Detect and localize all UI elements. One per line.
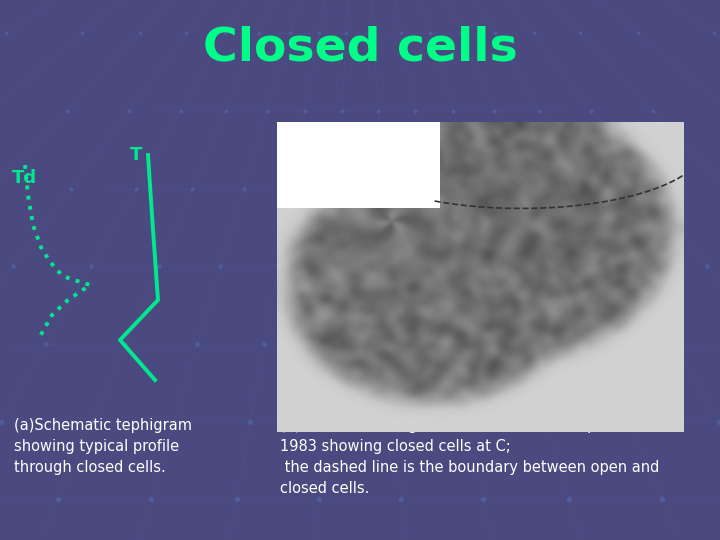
Text: (b) NOAA VIS image for 1625 UTC on 15 April
1983 showing closed cells at C;
 the: (b) NOAA VIS image for 1625 UTC on 15 Ap… (280, 418, 660, 496)
Text: T: T (130, 146, 143, 164)
Text: Closed cells: Closed cells (202, 25, 518, 71)
Text: (a)Schematic tephigram
showing typical profile
through closed cells.: (a)Schematic tephigram showing typical p… (14, 418, 192, 475)
Text: Td: Td (12, 169, 37, 187)
Bar (277, 122, 440, 208)
